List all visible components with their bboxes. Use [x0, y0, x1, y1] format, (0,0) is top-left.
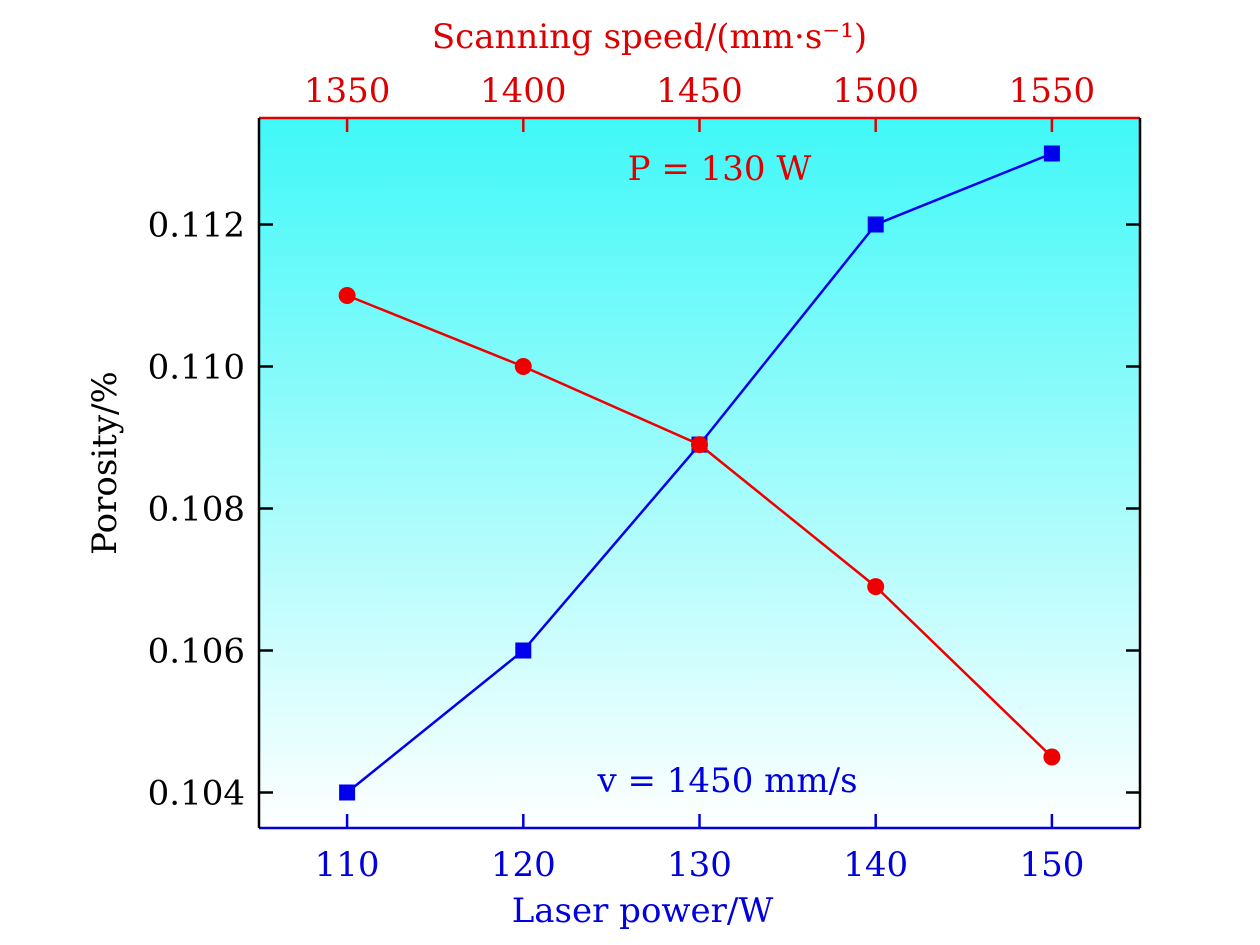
- bottom-axis-title: Laser power/W: [512, 891, 774, 931]
- data-point-power: [339, 784, 356, 801]
- y-tick-label: 0.110: [148, 348, 245, 388]
- top-tick-label: 1400: [480, 71, 567, 111]
- data-point-power: [867, 216, 884, 233]
- top-tick-label: 1500: [832, 71, 919, 111]
- bottom-tick-label: 120: [491, 845, 556, 885]
- axis-layer: 0.104 0.106 0.108 0.110 0.112 110 120 130 140 150…: [148, 71, 1142, 885]
- bottom-tick-label: 110: [315, 845, 380, 885]
- bottom-tick-label: 130: [667, 845, 732, 885]
- series-layer: [338, 145, 1061, 801]
- data-point-speed: [1043, 748, 1061, 766]
- annotation-power: P = 130 W: [628, 149, 812, 189]
- bottom-tick-label: 140: [843, 845, 908, 885]
- y-tick-label: 0.112: [148, 206, 245, 246]
- top-tick-label: 1550: [1009, 71, 1096, 111]
- y-tick-label: 0.106: [148, 632, 245, 672]
- data-point-speed: [691, 436, 708, 454]
- top-axis-title: Scanning speed/(mm·s⁻¹): [432, 17, 867, 57]
- data-point-speed: [514, 358, 532, 375]
- annotation-speed: v = 1450 mm/s: [596, 761, 857, 801]
- y-axis-title: Porosity/%: [85, 371, 125, 555]
- data-point-speed: [867, 578, 885, 596]
- top-tick-label: 1350: [304, 71, 391, 111]
- data-point-power: [515, 642, 532, 659]
- y-tick-label: 0.104: [148, 774, 245, 814]
- y-tick-label: 0.108: [148, 490, 245, 530]
- bottom-tick-label: 150: [1019, 845, 1084, 885]
- data-point-power: [1043, 145, 1060, 162]
- plot-background: [259, 118, 1140, 828]
- top-tick-label: 1450: [656, 71, 743, 111]
- data-point-speed: [338, 287, 356, 304]
